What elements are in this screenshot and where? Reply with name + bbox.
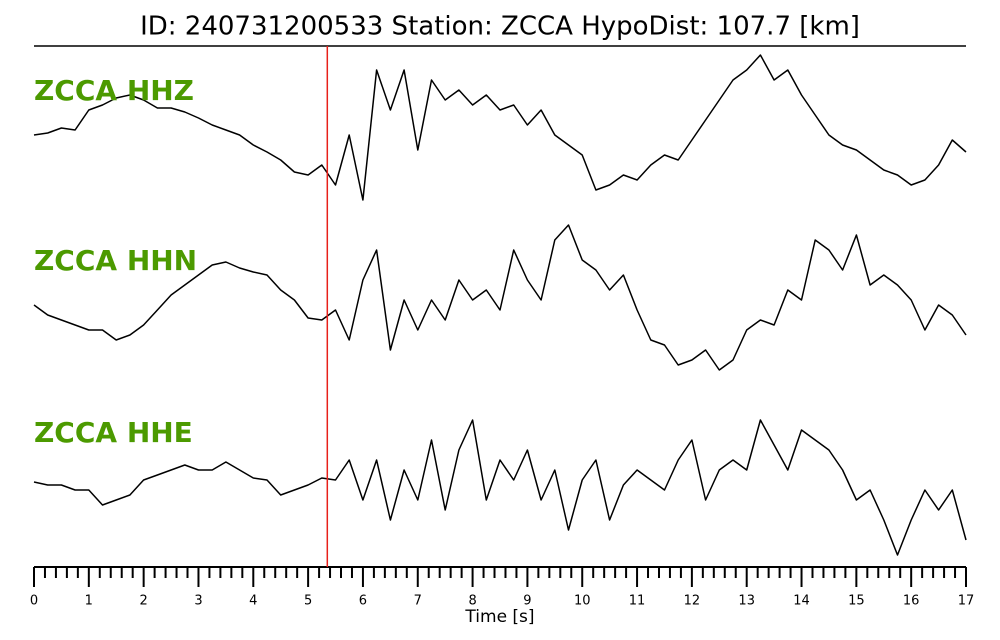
x-tick-label: 5 xyxy=(304,594,312,609)
x-tick-label: 9 xyxy=(523,594,531,609)
x-tick-label: 11 xyxy=(629,594,646,609)
x-tick-label: 3 xyxy=(194,594,202,609)
x-tick-label: 2 xyxy=(140,594,148,609)
x-tick-label: 17 xyxy=(958,594,975,609)
trace-label: ZCCA HHE xyxy=(34,416,193,449)
x-tick-label: 10 xyxy=(574,594,591,609)
trace-label: ZCCA HHZ xyxy=(34,74,194,107)
trace-line xyxy=(33,224,967,371)
x-tick-label: 4 xyxy=(249,594,257,609)
x-tick-label: 16 xyxy=(903,594,920,609)
x-tick-label: 0 xyxy=(30,594,38,609)
trace-line xyxy=(33,419,967,556)
trace-label: ZCCA HHN xyxy=(34,244,197,277)
x-axis-label: Time [s] xyxy=(464,607,534,627)
x-tick-label: 1 xyxy=(85,594,93,609)
chart-title: ID: 240731200533 Station: ZCCA HypoDist:… xyxy=(140,12,860,42)
trace-line xyxy=(33,54,967,201)
x-tick-label: 8 xyxy=(468,594,476,609)
x-tick-label: 14 xyxy=(793,594,810,609)
x-tick-label: 13 xyxy=(738,594,755,609)
x-tick-label: 7 xyxy=(414,594,422,609)
x-tick-label: 12 xyxy=(684,594,701,609)
x-tick-label: 6 xyxy=(359,594,367,609)
x-tick-label: 15 xyxy=(848,594,865,609)
